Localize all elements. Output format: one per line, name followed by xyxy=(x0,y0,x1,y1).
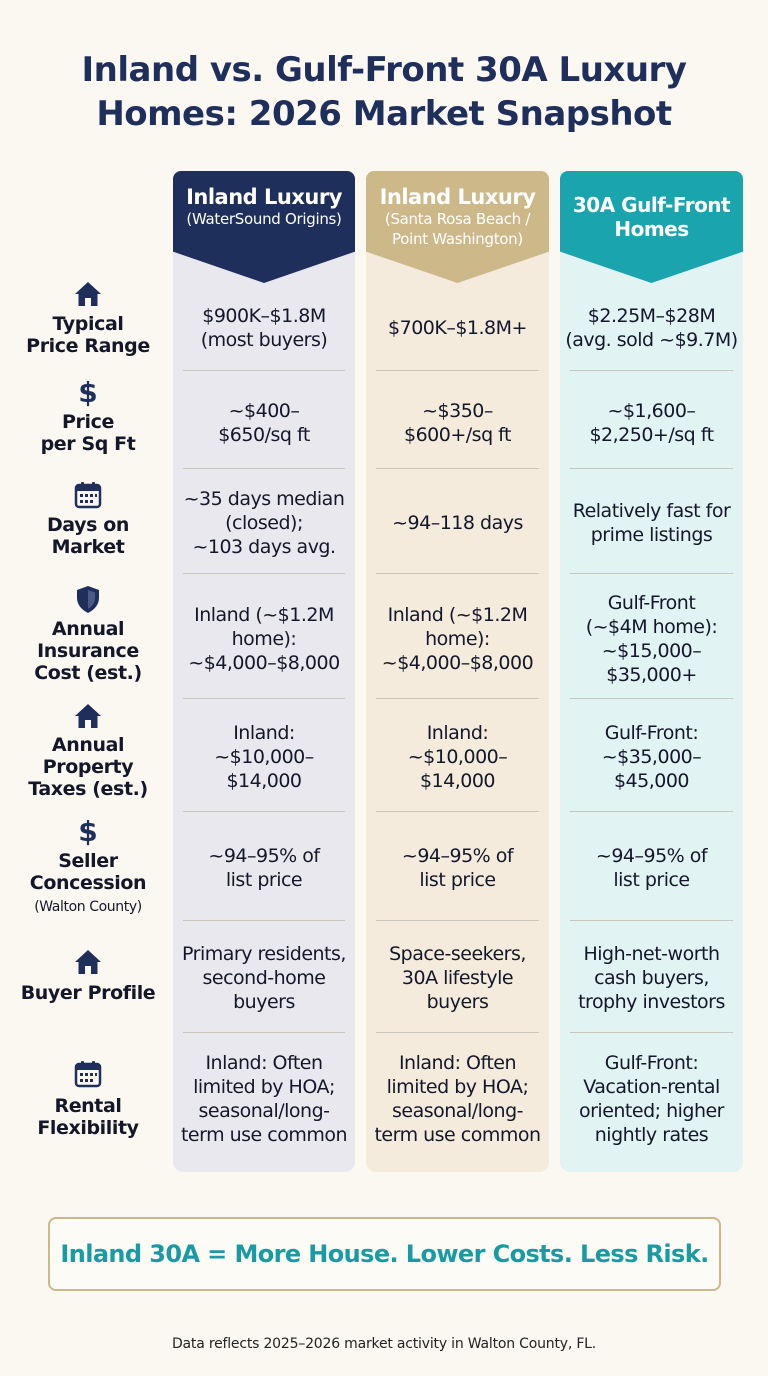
row-divider xyxy=(376,468,539,469)
cell-days-on-market-inland-watersound: ~35 days median (closed); ~103 days avg. xyxy=(183,488,345,558)
row-label-seller-concession: Seller Concession (Walton County) xyxy=(0,850,176,918)
title-line-1: Inland vs. Gulf-Front 30A Luxury xyxy=(81,50,687,90)
row-divider xyxy=(183,1032,345,1033)
row-label-text: Typical Price Range xyxy=(26,313,150,357)
cell-days-on-market-gulf-front: Relatively fast for prime listings xyxy=(572,500,731,546)
row-divider xyxy=(183,370,345,371)
title-line-2: Homes: 2026 Market Snapshot xyxy=(96,94,672,134)
cell-seller-concession-inland-santa-rosa: ~94–95% of list price xyxy=(401,845,514,891)
row-divider xyxy=(183,698,345,699)
cell-price-per-sq-ft-inland-santa-rosa: ~$350– $600+/sq ft xyxy=(404,400,511,446)
row-divider xyxy=(183,811,345,812)
row-divider xyxy=(183,468,345,469)
cell-typical-price-range-inland-santa-rosa: $700K–$1.8M+ xyxy=(388,317,527,339)
row-divider xyxy=(570,698,733,699)
row-label-text: Rental Flexibility xyxy=(37,1095,139,1139)
row-label-annual-insurance-cost-est: Annual Insurance Cost (est.) xyxy=(0,618,176,684)
column-inland-watersound xyxy=(173,174,355,1172)
cell-seller-concession-gulf-front: ~94–95% of list price xyxy=(595,845,708,891)
cell-annual-property-taxes-est-inland-watersound: Inland: ~$10,000– $14,000 xyxy=(214,722,314,792)
row-divider xyxy=(183,920,345,921)
column-header-subtitle: (Santa Rosa Beach / Point Washington) xyxy=(384,210,531,248)
cell-days-on-market-inland-santa-rosa: ~94–118 days xyxy=(392,512,523,534)
cell-annual-insurance-cost-est-inland-santa-rosa: Inland (~$1.2M home): ~$4,000–$8,000 xyxy=(381,604,534,674)
cell-rental-flexibility-gulf-front: Gulf-Front: Vacation-rental oriented; hi… xyxy=(578,1052,725,1146)
cell-typical-price-range-inland-watersound: $900K–$1.8M (most buyers) xyxy=(200,305,328,351)
row-divider xyxy=(570,370,733,371)
row-divider xyxy=(570,573,733,574)
house-icon xyxy=(72,700,104,732)
page-title: Inland vs. Gulf-Front 30A Luxury Homes: 2… xyxy=(0,48,768,136)
cell-annual-property-taxes-est-gulf-front: Gulf-Front: ~$35,000– $45,000 xyxy=(601,722,702,792)
column-gulf-front xyxy=(560,174,743,1172)
cell-rental-flexibility-inland-santa-rosa: Inland: Often limited by HOA; seasonal/l… xyxy=(374,1052,541,1146)
row-label-price-per-sq-ft: Price per Sq Ft xyxy=(0,411,176,455)
calendar-icon xyxy=(72,1058,104,1090)
row-divider xyxy=(570,811,733,812)
row-label-buyer-profile: Buyer Profile xyxy=(0,982,176,1004)
cell-typical-price-range-gulf-front: $2.25M–$28M (avg. sold ~$9.7M) xyxy=(565,305,738,351)
dollar-icon: $ xyxy=(78,376,98,409)
cell-annual-insurance-cost-est-inland-watersound: Inland (~$1.2M home): ~$4,000–$8,000 xyxy=(188,604,340,674)
cell-annual-property-taxes-est-inland-santa-rosa: Inland: ~$10,000– $14,000 xyxy=(407,722,508,792)
row-sublabel-text: (Walton County) xyxy=(34,899,142,915)
row-label-rental-flexibility: Rental Flexibility xyxy=(0,1095,176,1139)
calendar-icon xyxy=(72,479,104,511)
row-divider xyxy=(376,370,539,371)
row-label-typical-price-range: Typical Price Range xyxy=(0,313,176,357)
row-label-text: Seller Concession xyxy=(29,850,147,894)
row-label-text: Annual Insurance Cost (est.) xyxy=(34,618,142,684)
cell-rental-flexibility-inland-watersound: Inland: Often limited by HOA; seasonal/l… xyxy=(180,1052,348,1146)
title-line: Inland vs. Gulf-Front 30A Luxury Homes: 2… xyxy=(0,48,768,136)
row-label-text: Annual Property Taxes (est.) xyxy=(28,734,148,800)
column-header-title: 30A Gulf-Front Homes xyxy=(572,193,731,241)
cell-buyer-profile-gulf-front: High-net-worth cash buyers, trophy inves… xyxy=(578,943,725,1013)
row-divider xyxy=(570,1032,733,1033)
row-divider xyxy=(570,920,733,921)
banner-text: Inland 30A = More House. Lower Costs. Le… xyxy=(60,1240,709,1268)
dollar-icon: $ xyxy=(78,815,98,848)
cell-buyer-profile-inland-watersound: Primary residents, second-home buyers xyxy=(182,943,346,1013)
house-icon xyxy=(72,278,104,310)
cell-seller-concession-inland-watersound: ~94–95% of list price xyxy=(208,845,320,891)
row-label-text: Buyer Profile xyxy=(20,982,156,1004)
row-label-annual-property-taxes-est: Annual Property Taxes (est.) xyxy=(0,734,176,800)
row-divider xyxy=(570,468,733,469)
row-label-text: Days on Market xyxy=(46,514,130,558)
cell-buyer-profile-inland-santa-rosa: Space-seekers, 30A lifestyle buyers xyxy=(389,943,526,1013)
row-divider xyxy=(183,573,345,574)
cell-price-per-sq-ft-gulf-front: ~$1,600– $2,250+/sq ft xyxy=(589,400,714,446)
row-divider xyxy=(376,698,539,699)
footnote: Data reflects 2025–2026 market activity … xyxy=(171,1336,597,1352)
cell-price-per-sq-ft-inland-watersound: ~$400– $650/sq ft xyxy=(218,400,310,446)
summary-banner: Inland 30A = More House. Lower Costs. Le… xyxy=(48,1217,721,1291)
column-header-subtitle: (WaterSound Origins) xyxy=(186,210,342,228)
row-divider xyxy=(376,920,539,921)
row-divider xyxy=(376,1032,539,1033)
column-header-title: Inland Luxury xyxy=(186,185,342,209)
row-label-text: Price per Sq Ft xyxy=(40,411,136,455)
shield-icon xyxy=(72,583,104,615)
house-icon xyxy=(72,946,104,978)
row-divider xyxy=(376,811,539,812)
column-header-title: Inland Luxury xyxy=(379,185,536,209)
column-inland-santa-rosa xyxy=(366,174,549,1172)
cell-annual-insurance-cost-est-gulf-front: Gulf-Front (~$4M home): ~$15,000– $35,00… xyxy=(585,592,718,686)
row-divider xyxy=(376,573,539,574)
row-label-days-on-market: Days on Market xyxy=(0,514,176,558)
